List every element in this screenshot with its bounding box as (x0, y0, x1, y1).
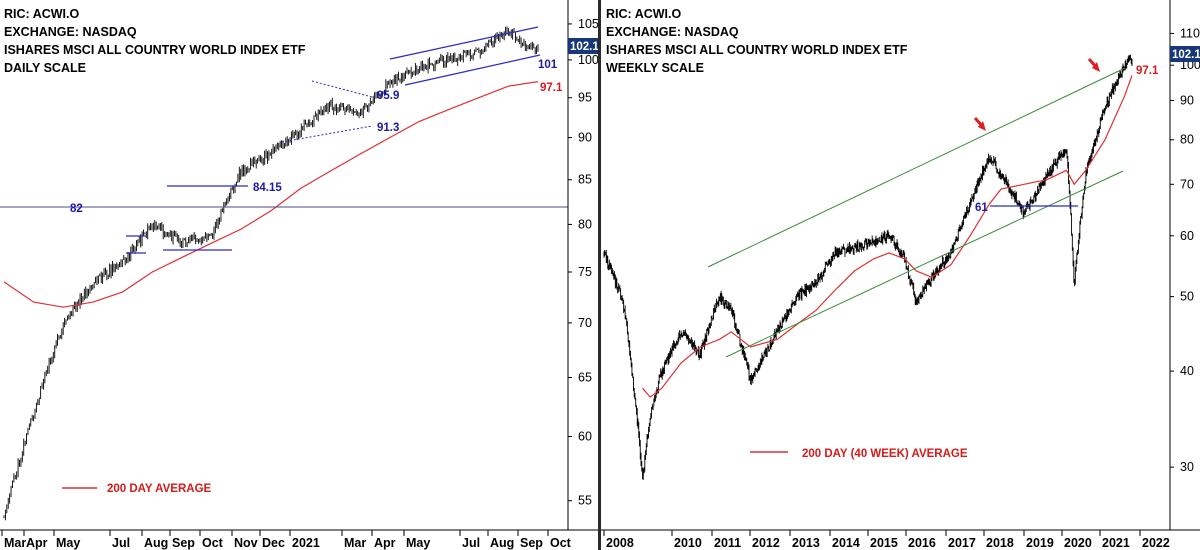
l-x-tick-label: Nov (234, 536, 258, 550)
r-y-tick-label: 50 (1180, 290, 1194, 304)
r-x-tick-label: 2022 (1142, 536, 1170, 550)
daily-y-axis-ticks: 55 60 65 70 75 80 85 90 95 100 105 (568, 17, 599, 508)
daily-200-day-average-line (3, 81, 539, 308)
r-x-tick-label: 2016 (908, 536, 936, 550)
weekly-last-price-tag (1170, 46, 1200, 62)
l-y-tick-label: 55 (578, 494, 592, 508)
daily-header-line-4: DAILY SCALE (4, 61, 86, 75)
l-x-tick-label: Jul (112, 536, 130, 550)
weekly-header-line-1: RIC: ACWI.O (606, 7, 681, 21)
r-y-tick-label: 110 (1180, 26, 1200, 40)
r-y-tick-label: 70 (1180, 177, 1194, 191)
l-y-tick-label: 80 (578, 217, 592, 231)
daily-channel-upper-line (389, 26, 539, 60)
weekly-channel-lower-line (725, 170, 1124, 358)
r-y-tick-label: 80 (1180, 133, 1194, 147)
l-y-tick-label: 65 (578, 371, 592, 385)
l-x-tick-label: Oct (550, 536, 572, 550)
l-x-tick-label: Dec (262, 536, 285, 550)
daily-x-axis-ticks: Mar Apr May Jul Aug Sep Oct Nov Dec 2021 Mar Apr May… (1, 530, 572, 550)
daily-header-line-3: ISHARES MSCI ALL COUNTRY WORLD INDEX ETF (4, 43, 306, 57)
l-x-tick-label: Mar (4, 536, 26, 550)
weekly-chart-panel: 61 97.1 RIC: ACWI.O EXCHANGE: NASDAQ ISH… (601, 0, 1200, 550)
daily-header-line-1: RIC: ACWI.O (4, 7, 79, 21)
weekly-header-line-2: EXCHANGE: NASDAQ (606, 25, 739, 39)
daily-header-line-2: EXCHANGE: NASDAQ (4, 25, 137, 39)
l-y-tick-label: 105 (578, 17, 599, 31)
r-y-tick-label: 60 (1180, 229, 1194, 243)
l-x-tick-label: May (406, 536, 430, 550)
l-x-tick-label: Jul (462, 536, 480, 550)
l-y-tick-label: 100 (578, 53, 599, 67)
l-y-tick-label: 75 (578, 265, 592, 279)
r-y-tick-label: 40 (1180, 364, 1194, 378)
weekly-legend-label: 200 DAY (40 WEEK) AVERAGE (802, 448, 968, 460)
r-x-tick-label: 2010 (674, 536, 702, 550)
daily-chart-panel: RIC: ACWI.O EXCHANGE: NASDAQ ISHARES MSC… (0, 0, 599, 550)
daily-price-bars (3, 26, 539, 521)
l-y-tick-label: 60 (578, 430, 592, 444)
weekly-arrow-2018-icon (973, 117, 986, 131)
weekly-label-61: 61 (975, 202, 988, 214)
l-y-tick-label: 70 (578, 316, 592, 330)
r-x-tick-label: 2020 (1064, 536, 1092, 550)
daily-last-price-label: 102.1 (570, 41, 599, 53)
l-y-tick-label: 90 (578, 131, 592, 145)
r-x-tick-label: 2018 (986, 536, 1014, 550)
weekly-header-line-3: ISHARES MSCI ALL COUNTRY WORLD INDEX ETF (606, 43, 908, 57)
r-x-tick-label: 2015 (870, 536, 898, 550)
daily-label-97-1: 97.1 (540, 82, 563, 94)
panel-separator (598, 0, 601, 550)
daily-dotted-lower-line (281, 125, 373, 143)
r-x-tick-label: 2017 (948, 536, 976, 550)
l-x-tick-label: 2021 (292, 536, 320, 550)
weekly-channel-upper-line (707, 67, 1126, 268)
l-x-tick-label: Aug (144, 536, 168, 550)
weekly-x-axis-ticks: 2008 2010 2011 2012 2013 2014 2015 2016 2017 2018… (603, 530, 1170, 550)
l-x-tick-label: Mar (344, 536, 366, 550)
daily-label-91-3: 91.3 (377, 122, 399, 134)
weekly-arrow-2021-icon (1087, 58, 1100, 72)
l-x-tick-label: Sep (172, 536, 195, 550)
weekly-last-price-label: 102.1 (1172, 49, 1200, 61)
r-x-tick-label: 2019 (1026, 536, 1054, 550)
daily-legend-label: 200 DAY AVERAGE (107, 483, 212, 495)
daily-channel-lower-line (404, 54, 541, 86)
l-x-tick-label: May (56, 536, 80, 550)
l-y-tick-label: 95 (578, 91, 592, 105)
r-y-tick-label: 30 (1180, 460, 1194, 474)
r-x-tick-label: 2014 (832, 536, 860, 550)
r-x-tick-label: 2011 (714, 536, 741, 550)
weekly-header-line-4: WEEKLY SCALE (606, 61, 704, 75)
l-x-tick-label: Apr (374, 536, 396, 550)
weekly-label-97-1: 97.1 (1136, 65, 1159, 77)
r-x-tick-label: 2021 (1102, 536, 1130, 550)
weekly-40-week-average-line (642, 75, 1133, 398)
l-x-tick-label: Sep (520, 536, 543, 550)
l-x-tick-label: Apr (26, 536, 48, 550)
r-y-tick-label: 90 (1180, 93, 1194, 107)
l-x-tick-label: Oct (202, 536, 224, 550)
r-x-tick-label: 2012 (752, 536, 780, 550)
r-x-tick-label: 2008 (606, 536, 634, 550)
daily-label-101: 101 (538, 59, 558, 71)
l-x-tick-label: Aug (490, 536, 514, 550)
l-y-tick-label: 85 (578, 173, 592, 187)
daily-last-price-tag (568, 38, 598, 54)
daily-label-82: 82 (70, 203, 83, 215)
daily-label-84-15: 84.15 (253, 182, 282, 194)
daily-label-95-9: 95.9 (377, 90, 399, 102)
r-x-tick-label: 2013 (792, 536, 820, 550)
